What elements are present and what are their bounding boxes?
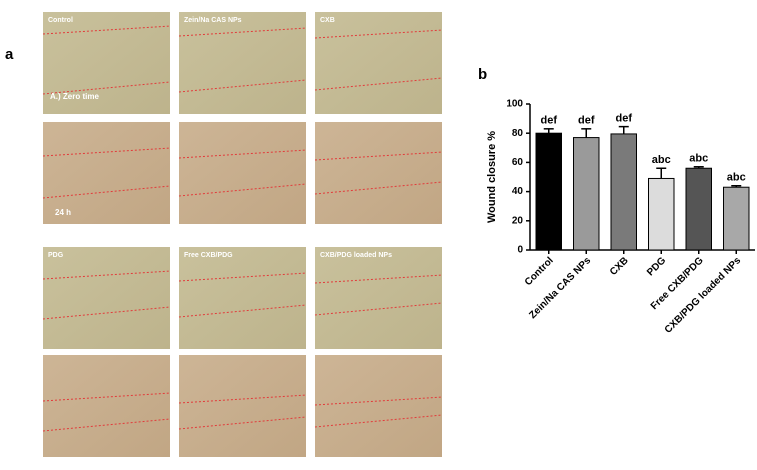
- wound-edge: [178, 79, 307, 93]
- wound-edge: [42, 25, 171, 35]
- wound-edge: [178, 416, 307, 430]
- wound-edge: [42, 185, 171, 199]
- wound-edge: [178, 272, 307, 282]
- y-tick-label: 80: [512, 128, 524, 139]
- significance-label: def: [616, 113, 633, 125]
- error-bar: [581, 128, 592, 138]
- significance-label: abc: [652, 154, 671, 166]
- wound-edge: [314, 396, 443, 406]
- wound-edge: [314, 274, 443, 284]
- y-tick-label: 40: [512, 186, 524, 197]
- error-bar: [731, 185, 742, 188]
- bar: [535, 132, 562, 251]
- panel-title: PDG: [48, 252, 64, 259]
- x-tick-label: CXB: [608, 255, 631, 278]
- x-tick-label: CXB/PDG loaded NPs: [663, 255, 744, 336]
- wound-edge: [314, 414, 443, 428]
- error-bar: [656, 167, 667, 179]
- panel-title: Free CXB/PDG: [184, 252, 233, 259]
- panel-label: b: [478, 66, 487, 83]
- bar: [573, 137, 600, 251]
- panel-title: Control: [48, 17, 73, 24]
- wound-edge: [178, 183, 307, 197]
- panel-label: a: [5, 46, 14, 63]
- micrograph: [43, 122, 170, 224]
- x-tick-label: Control: [523, 255, 556, 288]
- wound-edge: [178, 394, 307, 404]
- micrograph: [179, 122, 306, 224]
- bar: [685, 167, 712, 251]
- bar: [610, 133, 637, 251]
- wound-edge: [42, 418, 171, 432]
- micrograph: [43, 12, 170, 114]
- micrograph: [315, 355, 442, 457]
- wound-edge: [314, 181, 443, 195]
- error-bar: [543, 128, 554, 134]
- wound-edge: [42, 306, 171, 320]
- error-bar: [693, 166, 704, 169]
- panel-title: Zein/Na CAS NPs: [184, 17, 242, 24]
- wound-edge: [314, 29, 443, 39]
- panel-title: CXB/PDG loaded NPs: [320, 252, 392, 259]
- wound-edge: [42, 392, 171, 402]
- y-tick-label: 20: [512, 215, 524, 226]
- wound-edge: [178, 304, 307, 318]
- x-tick-label: PDG: [645, 255, 668, 278]
- micrograph: [315, 12, 442, 114]
- micrograph: [179, 247, 306, 349]
- y-tick-label: 60: [512, 157, 524, 168]
- wound-edge: [314, 77, 443, 91]
- micrograph: [43, 355, 170, 457]
- wound-edge: [42, 81, 171, 95]
- bar: [723, 186, 750, 251]
- error-bar: [618, 125, 629, 134]
- wound-edge: [42, 270, 171, 280]
- y-tick-label: 100: [506, 99, 523, 110]
- significance-label: def: [578, 115, 595, 127]
- y-tick-label: 0: [517, 245, 523, 256]
- significance-label: abc: [689, 153, 708, 165]
- y-axis-label: Wound closure %: [486, 131, 498, 223]
- panel-title: CXB: [320, 17, 335, 24]
- micrograph: [315, 122, 442, 224]
- bar: [648, 177, 675, 251]
- row-label: A.) Zero time: [50, 92, 99, 101]
- wound-edge: [314, 151, 443, 161]
- significance-label: def: [541, 115, 558, 127]
- micrograph: [315, 247, 442, 349]
- wound-edge: [178, 27, 307, 37]
- wound-edge: [314, 302, 443, 316]
- wound-edge: [42, 147, 171, 157]
- significance-label: abc: [727, 172, 746, 184]
- wound-edge: [178, 149, 307, 159]
- row-label: 24 h: [55, 208, 71, 217]
- micrograph: [43, 247, 170, 349]
- micrograph: [179, 355, 306, 457]
- micrograph: [179, 12, 306, 114]
